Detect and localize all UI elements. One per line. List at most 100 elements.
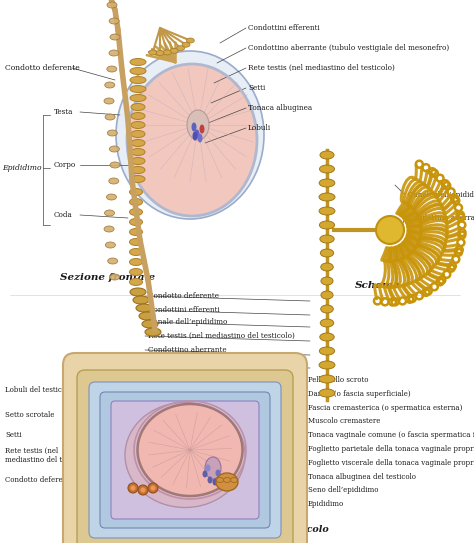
Text: Rete testis (nel
mediastino del testicolo): Rete testis (nel mediastino del testicol… bbox=[5, 446, 92, 464]
Ellipse shape bbox=[321, 263, 333, 271]
Text: Sezione trasversale dello scroto e del testicolo: Sezione trasversale dello scroto e del t… bbox=[82, 526, 329, 534]
Ellipse shape bbox=[319, 165, 335, 173]
Ellipse shape bbox=[156, 50, 164, 55]
Ellipse shape bbox=[319, 375, 335, 383]
Text: Condottini efferenti: Condottini efferenti bbox=[148, 306, 220, 314]
Ellipse shape bbox=[319, 179, 335, 187]
Text: Lobuli: Lobuli bbox=[248, 124, 271, 132]
Ellipse shape bbox=[129, 188, 143, 195]
Text: Condottino aberrante: Condottino aberrante bbox=[148, 346, 227, 354]
Ellipse shape bbox=[104, 210, 115, 216]
Text: Sezione frontale: Sezione frontale bbox=[60, 274, 155, 282]
Ellipse shape bbox=[320, 235, 334, 243]
Text: Corpo: Corpo bbox=[54, 161, 76, 169]
Ellipse shape bbox=[137, 404, 243, 496]
Ellipse shape bbox=[320, 319, 334, 327]
Ellipse shape bbox=[127, 64, 257, 216]
Text: Epididimo: Epididimo bbox=[2, 164, 42, 172]
Ellipse shape bbox=[130, 67, 146, 74]
Text: Canale dell’epididimo: Canale dell’epididimo bbox=[148, 318, 228, 326]
Ellipse shape bbox=[182, 42, 190, 47]
Text: Rete testis (nel mediastino del testicolo): Rete testis (nel mediastino del testicol… bbox=[148, 332, 295, 340]
Ellipse shape bbox=[109, 146, 119, 152]
Ellipse shape bbox=[130, 77, 146, 84]
Ellipse shape bbox=[107, 2, 117, 8]
FancyBboxPatch shape bbox=[89, 382, 281, 538]
Text: Lobuli del testicolo: Lobuli del testicolo bbox=[5, 386, 73, 394]
FancyBboxPatch shape bbox=[63, 353, 307, 543]
Ellipse shape bbox=[109, 50, 119, 56]
FancyBboxPatch shape bbox=[100, 392, 270, 528]
Ellipse shape bbox=[186, 38, 194, 43]
Ellipse shape bbox=[217, 477, 224, 483]
Ellipse shape bbox=[194, 129, 200, 138]
Ellipse shape bbox=[109, 274, 119, 280]
Ellipse shape bbox=[170, 48, 178, 53]
Ellipse shape bbox=[321, 305, 333, 313]
Ellipse shape bbox=[131, 148, 145, 155]
Text: Condotto deferente: Condotto deferente bbox=[148, 292, 219, 300]
Circle shape bbox=[130, 485, 136, 490]
Ellipse shape bbox=[136, 304, 152, 312]
Ellipse shape bbox=[131, 104, 145, 110]
Ellipse shape bbox=[319, 347, 335, 355]
Ellipse shape bbox=[130, 59, 146, 66]
Ellipse shape bbox=[192, 131, 198, 141]
Circle shape bbox=[151, 485, 155, 490]
Ellipse shape bbox=[131, 140, 145, 147]
Ellipse shape bbox=[110, 162, 120, 168]
Ellipse shape bbox=[319, 193, 335, 201]
Text: Canale dell’epididimo: Canale dell’epididimo bbox=[408, 191, 474, 199]
Ellipse shape bbox=[187, 110, 209, 140]
Ellipse shape bbox=[131, 167, 145, 174]
Ellipse shape bbox=[129, 199, 143, 205]
Ellipse shape bbox=[130, 85, 146, 92]
Circle shape bbox=[148, 483, 158, 493]
Text: Condottino aberrante (tubulo vestigiale del mesonefro): Condottino aberrante (tubulo vestigiale … bbox=[248, 44, 449, 52]
Ellipse shape bbox=[108, 258, 118, 264]
Text: Epididimo: Epididimo bbox=[308, 500, 344, 508]
Ellipse shape bbox=[129, 258, 143, 266]
Ellipse shape bbox=[105, 242, 115, 248]
Ellipse shape bbox=[177, 46, 184, 50]
Ellipse shape bbox=[129, 209, 143, 216]
Ellipse shape bbox=[321, 277, 333, 285]
Ellipse shape bbox=[216, 470, 220, 477]
Ellipse shape bbox=[105, 82, 115, 88]
Circle shape bbox=[138, 485, 148, 495]
Text: Schema: Schema bbox=[355, 281, 401, 289]
Ellipse shape bbox=[129, 218, 143, 225]
Circle shape bbox=[140, 488, 146, 493]
Ellipse shape bbox=[130, 288, 146, 296]
Text: Tonaca vaginale comune (o fascia spermatica interna): Tonaca vaginale comune (o fascia spermat… bbox=[308, 431, 474, 439]
Ellipse shape bbox=[149, 50, 157, 55]
Text: Dartos (o fascia superficiale): Dartos (o fascia superficiale) bbox=[308, 390, 410, 398]
Ellipse shape bbox=[107, 130, 118, 136]
Ellipse shape bbox=[129, 249, 143, 256]
Ellipse shape bbox=[107, 194, 117, 200]
Text: Testa: Testa bbox=[54, 108, 73, 116]
Ellipse shape bbox=[131, 130, 145, 137]
Ellipse shape bbox=[319, 221, 335, 229]
Text: Seno dell’epididimo: Seno dell’epididimo bbox=[308, 487, 379, 494]
Ellipse shape bbox=[129, 268, 143, 275]
Ellipse shape bbox=[109, 178, 119, 184]
Ellipse shape bbox=[104, 226, 114, 232]
Ellipse shape bbox=[163, 50, 171, 55]
Text: Setti: Setti bbox=[5, 431, 22, 439]
Text: Foglietto viscerale della tonaca vaginale propria: Foglietto viscerale della tonaca vaginal… bbox=[308, 459, 474, 467]
Ellipse shape bbox=[319, 389, 335, 397]
Ellipse shape bbox=[133, 296, 149, 304]
Ellipse shape bbox=[230, 477, 237, 483]
Ellipse shape bbox=[129, 279, 143, 286]
Text: Rete testis (nel mediastino del testicolo): Rete testis (nel mediastino del testicol… bbox=[248, 64, 395, 72]
Ellipse shape bbox=[320, 151, 334, 159]
Ellipse shape bbox=[319, 207, 335, 215]
Ellipse shape bbox=[129, 229, 143, 236]
Ellipse shape bbox=[125, 402, 245, 508]
Ellipse shape bbox=[116, 51, 264, 219]
Ellipse shape bbox=[319, 361, 335, 369]
Text: Pelle dello scroto: Pelle dello scroto bbox=[308, 376, 368, 384]
Ellipse shape bbox=[206, 464, 210, 471]
Text: Condottini efferenti: Condottini efferenti bbox=[248, 24, 320, 32]
